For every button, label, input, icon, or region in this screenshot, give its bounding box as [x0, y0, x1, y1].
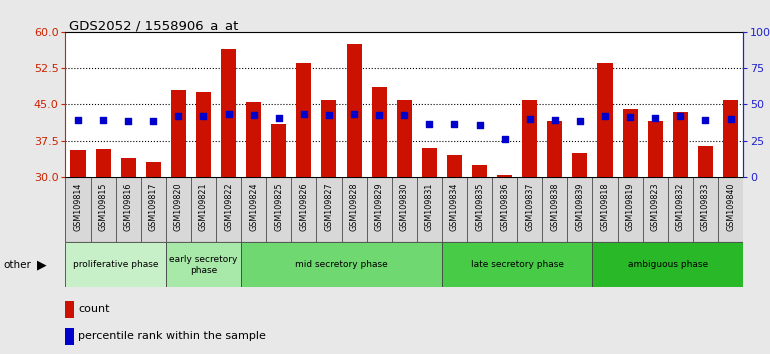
Bar — [121, 158, 136, 177]
Point — [599, 113, 611, 119]
Point — [172, 113, 185, 119]
Text: GSM109828: GSM109828 — [350, 182, 359, 231]
Text: count: count — [79, 304, 110, 314]
Bar — [372, 87, 387, 177]
Point — [725, 116, 737, 122]
Text: GSM109839: GSM109839 — [575, 182, 584, 231]
Bar — [65, 301, 74, 318]
Bar — [422, 148, 437, 177]
Text: percentile rank within the sample: percentile rank within the sample — [79, 331, 266, 341]
Text: early secretory
phase: early secretory phase — [169, 255, 238, 275]
Text: GSM109826: GSM109826 — [300, 182, 308, 231]
Point — [247, 112, 259, 118]
Text: GSM109823: GSM109823 — [651, 182, 660, 231]
Point — [524, 116, 536, 122]
Bar — [698, 145, 713, 177]
Text: mid secretory phase: mid secretory phase — [295, 260, 388, 269]
Bar — [196, 92, 211, 177]
Text: GDS2052 / 1558906_a_at: GDS2052 / 1558906_a_at — [69, 19, 239, 33]
Text: GSM109840: GSM109840 — [726, 182, 735, 230]
Bar — [472, 165, 487, 177]
Bar — [442, 242, 592, 287]
Bar — [673, 112, 688, 177]
Bar — [572, 153, 588, 177]
Bar — [221, 49, 236, 177]
Text: GSM109827: GSM109827 — [324, 182, 333, 231]
Text: GSM109821: GSM109821 — [199, 182, 208, 231]
Point — [424, 121, 436, 127]
Point — [147, 118, 159, 124]
Text: GSM109820: GSM109820 — [174, 182, 183, 231]
Text: GSM109825: GSM109825 — [274, 182, 283, 231]
Text: GSM109815: GSM109815 — [99, 182, 108, 231]
Bar — [648, 121, 663, 177]
Text: GSM109817: GSM109817 — [149, 182, 158, 231]
Bar — [95, 149, 111, 177]
Point — [574, 118, 586, 124]
Bar — [522, 99, 537, 177]
Point — [122, 118, 134, 124]
Point — [448, 121, 460, 127]
Bar — [397, 99, 412, 177]
Text: GSM109822: GSM109822 — [224, 182, 233, 231]
Bar — [65, 242, 166, 287]
Bar — [321, 99, 336, 177]
Text: GSM109830: GSM109830 — [400, 182, 409, 230]
Bar — [346, 44, 362, 177]
Bar — [65, 328, 74, 345]
Bar — [146, 161, 161, 177]
Text: GSM109838: GSM109838 — [551, 182, 559, 230]
Point — [549, 117, 561, 122]
Text: GSM109824: GSM109824 — [249, 182, 258, 231]
Bar — [241, 242, 442, 287]
Text: proliferative phase: proliferative phase — [73, 260, 159, 269]
Text: GSM109818: GSM109818 — [601, 182, 610, 230]
Text: ambiguous phase: ambiguous phase — [628, 260, 708, 269]
Text: GSM109835: GSM109835 — [475, 182, 484, 231]
Point — [197, 113, 209, 119]
Text: GSM109819: GSM109819 — [625, 182, 634, 231]
Bar — [166, 242, 241, 287]
Bar — [623, 109, 638, 177]
Point — [474, 122, 486, 127]
Point — [624, 115, 636, 120]
Point — [323, 112, 335, 118]
Point — [298, 111, 310, 117]
Point — [649, 115, 661, 121]
Bar — [171, 90, 186, 177]
Text: late secretory phase: late secretory phase — [470, 260, 564, 269]
Bar — [723, 99, 738, 177]
Point — [273, 115, 285, 121]
Bar — [296, 63, 311, 177]
Bar — [497, 175, 512, 177]
Point — [398, 113, 410, 118]
Bar — [271, 124, 286, 177]
Text: ▶: ▶ — [37, 258, 46, 271]
Text: GSM109831: GSM109831 — [425, 182, 434, 230]
Bar — [246, 102, 261, 177]
Bar — [598, 63, 613, 177]
Text: GSM109837: GSM109837 — [525, 182, 534, 231]
Point — [675, 113, 687, 119]
Text: GSM109829: GSM109829 — [375, 182, 383, 231]
Text: GSM109833: GSM109833 — [701, 182, 710, 230]
Text: GSM109814: GSM109814 — [73, 182, 82, 230]
Point — [348, 111, 360, 117]
Bar — [592, 242, 743, 287]
Point — [72, 117, 84, 122]
Point — [373, 112, 385, 118]
Text: GSM109836: GSM109836 — [500, 182, 509, 230]
Point — [97, 118, 109, 123]
Point — [223, 111, 235, 117]
Bar — [447, 155, 462, 177]
Text: other: other — [4, 260, 32, 270]
Point — [498, 136, 511, 142]
Bar — [71, 150, 85, 177]
Text: GSM109816: GSM109816 — [124, 182, 132, 230]
Text: GSM109834: GSM109834 — [450, 182, 459, 230]
Point — [699, 118, 711, 123]
Bar — [547, 121, 562, 177]
Text: GSM109832: GSM109832 — [676, 182, 685, 231]
